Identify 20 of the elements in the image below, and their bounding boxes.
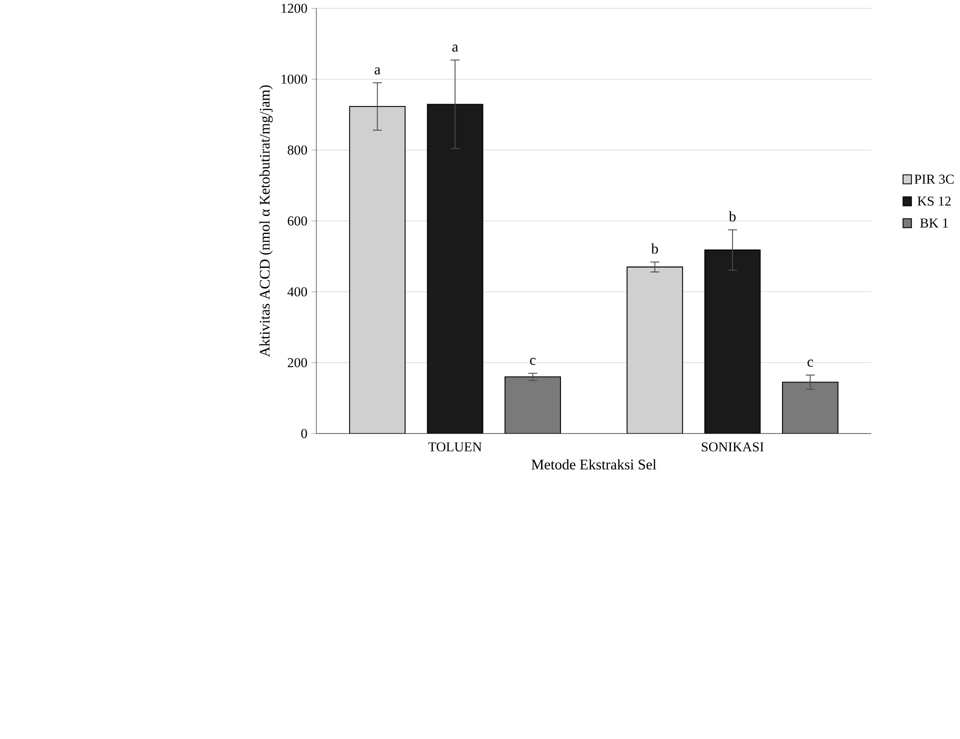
x-tick-label: SONIKASI [702, 442, 764, 452]
y-axis-title: Aktivitas ACCD (nmol α Ketobutirat/mg/jam) [259, 85, 273, 357]
y-tick-label: 400 [287, 287, 307, 296]
y-tick-label: 800 [288, 145, 307, 155]
y-tick-label: 1000 [282, 74, 307, 84]
y-tick-label: 200 [288, 358, 307, 368]
y-tick-label: 0 [301, 428, 307, 438]
legend-label: BK 1 [920, 218, 948, 228]
legend-label: PIR 3C [914, 174, 954, 184]
x-tick-label: TOLUEN [428, 442, 482, 452]
annotation: a [452, 44, 458, 52]
annotation: b [728, 211, 736, 222]
annotation: c [808, 360, 814, 367]
x-axis-title: Metode Ekstraksi Sel [532, 459, 656, 470]
annotation: b [651, 243, 658, 254]
annotation: c [530, 358, 536, 365]
legend-label: KS 12 [918, 196, 951, 206]
y-tick-label: 1200 [282, 4, 307, 13]
annotation: a [374, 67, 380, 74]
y-tick-label: 600 [288, 216, 307, 226]
